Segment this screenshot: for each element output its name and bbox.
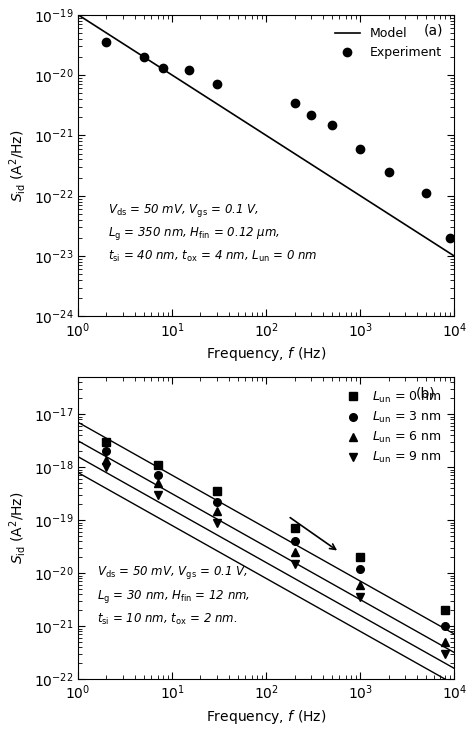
$L_{\mathrm{un}}$ = 0 nm: [357, 553, 363, 561]
$L_{\mathrm{un}}$ = 9 nm: [214, 518, 220, 527]
$L_{\mathrm{un}}$ = 3 nm: [292, 537, 297, 545]
$L_{\mathrm{un}}$ = 0 nm: [103, 438, 109, 446]
Experiment: [447, 234, 453, 243]
$L_{\mathrm{un}}$ = 3 nm: [442, 622, 448, 630]
Experiment: [160, 64, 166, 73]
$L_{\mathrm{un}}$ = 9 nm: [103, 463, 109, 471]
X-axis label: Frequency, $f$ (Hz): Frequency, $f$ (Hz): [206, 345, 327, 364]
$L_{\mathrm{un}}$ = 3 nm: [103, 447, 109, 456]
$L_{\mathrm{un}}$ = 6 nm: [214, 507, 220, 515]
Experiment: [141, 53, 146, 62]
$L_{\mathrm{un}}$ = 6 nm: [103, 455, 109, 464]
Text: (b): (b): [416, 386, 436, 400]
Line: $L_{\mathrm{un}}$ = 6 nm: $L_{\mathrm{un}}$ = 6 nm: [102, 456, 449, 646]
Legend: $L_{\mathrm{un}}$ = 0 nm, $L_{\mathrm{un}}$ = 3 nm, $L_{\mathrm{un}}$ = 6 nm, $L: $L_{\mathrm{un}}$ = 0 nm, $L_{\mathrm{un…: [337, 383, 448, 471]
Experiment: [386, 167, 392, 176]
$L_{\mathrm{un}}$ = 3 nm: [155, 471, 160, 480]
Experiment: [103, 38, 109, 47]
Line: $L_{\mathrm{un}}$ = 0 nm: $L_{\mathrm{un}}$ = 0 nm: [102, 438, 449, 614]
Experiment: [186, 66, 191, 75]
$L_{\mathrm{un}}$ = 9 nm: [357, 593, 363, 602]
$L_{\mathrm{un}}$ = 6 nm: [292, 548, 297, 556]
$L_{\mathrm{un}}$ = 0 nm: [292, 524, 297, 533]
$L_{\mathrm{un}}$ = 3 nm: [214, 498, 220, 507]
$L_{\mathrm{un}}$ = 6 nm: [442, 638, 448, 647]
Experiment: [292, 98, 297, 107]
$L_{\mathrm{un}}$ = 6 nm: [357, 581, 363, 589]
Y-axis label: $S_{\mathrm{id}}$ (A$^2$/Hz): $S_{\mathrm{id}}$ (A$^2$/Hz): [7, 130, 28, 202]
Y-axis label: $S_{\mathrm{id}}$ (A$^2$/Hz): $S_{\mathrm{id}}$ (A$^2$/Hz): [7, 492, 28, 564]
Line: $L_{\mathrm{un}}$ = 3 nm: $L_{\mathrm{un}}$ = 3 nm: [102, 448, 449, 630]
$L_{\mathrm{un}}$ = 6 nm: [155, 479, 160, 487]
Line: Experiment: Experiment: [102, 38, 454, 242]
$L_{\mathrm{un}}$ = 0 nm: [442, 605, 448, 614]
X-axis label: Frequency, $f$ (Hz): Frequency, $f$ (Hz): [206, 708, 327, 726]
Experiment: [214, 80, 220, 89]
$L_{\mathrm{un}}$ = 9 nm: [442, 649, 448, 658]
Experiment: [357, 144, 363, 153]
$L_{\mathrm{un}}$ = 3 nm: [357, 564, 363, 573]
Text: $V_{\mathrm{ds}}$ = 50 mV, $V_{\mathrm{gs}}$ = 0.1 V,
$L_{\mathrm{g}}$ = 30 nm, : $V_{\mathrm{ds}}$ = 50 mV, $V_{\mathrm{g…: [97, 564, 250, 627]
Line: $L_{\mathrm{un}}$ = 9 nm: $L_{\mathrm{un}}$ = 9 nm: [102, 463, 449, 658]
Experiment: [423, 189, 429, 198]
Experiment: [329, 120, 335, 129]
Legend: Model, Experiment: Model, Experiment: [328, 21, 448, 66]
Text: (a): (a): [424, 23, 443, 38]
$L_{\mathrm{un}}$ = 0 nm: [155, 461, 160, 470]
Experiment: [308, 111, 314, 119]
$L_{\mathrm{un}}$ = 9 nm: [155, 490, 160, 499]
$L_{\mathrm{un}}$ = 9 nm: [292, 559, 297, 568]
Text: $V_{\mathrm{ds}}$ = 50 mV, $V_{\mathrm{gs}}$ = 0.1 V,
$L_{\mathrm{g}}$ = 350 nm,: $V_{\mathrm{ds}}$ = 50 mV, $V_{\mathrm{g…: [108, 202, 318, 264]
$L_{\mathrm{un}}$ = 0 nm: [214, 487, 220, 496]
